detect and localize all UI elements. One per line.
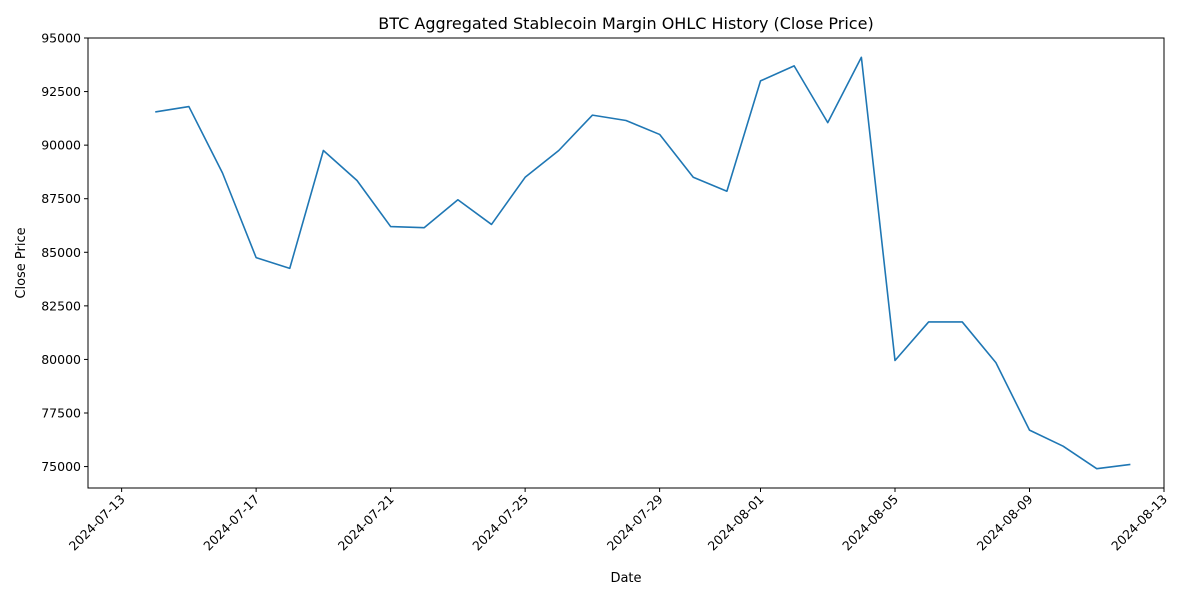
x-tick-label: 2024-07-17 xyxy=(200,492,262,554)
y-tick-label: 85000 xyxy=(41,245,81,260)
plot-area xyxy=(155,56,1131,470)
y-tick-label: 77500 xyxy=(41,406,81,421)
y-axis: 75000 77500 80000 82500 85000 87500 90000 92500… xyxy=(41,31,88,474)
x-tick-label: 2024-08-09 xyxy=(974,491,1036,553)
y-tick-label: 75000 xyxy=(41,459,81,474)
x-axis-title: Date xyxy=(610,571,641,586)
y-tick-label: 82500 xyxy=(41,298,81,313)
x-tick-label: 2024-08-05 xyxy=(839,492,901,554)
x-tick-label: 2024-07-25 xyxy=(469,492,531,554)
plot-frame xyxy=(87,37,1165,489)
x-axis: 2024-07-13 2024-07-17 2024-07-21 2024-07-25… xyxy=(66,488,1170,553)
y-tick-label: 92500 xyxy=(41,84,81,99)
x-tick-label: 2024-08-13 xyxy=(1108,492,1170,554)
x-tick-label: 2024-07-21 xyxy=(335,492,397,554)
series-line xyxy=(155,56,1131,470)
chart-title: BTC Aggregated Stablecoin Margin OHLC Hi… xyxy=(378,14,873,33)
y-tick-label: 87500 xyxy=(41,191,81,206)
x-tick-label: 2024-08-01 xyxy=(705,492,767,554)
x-tick-label: 2024-07-13 xyxy=(66,492,128,554)
x-tick-label: 2024-07-29 xyxy=(604,491,666,553)
y-tick-label: 90000 xyxy=(41,138,81,153)
y-axis-title: Close Price xyxy=(14,227,29,298)
y-tick-label: 80000 xyxy=(41,352,81,367)
y-tick-label: 95000 xyxy=(41,31,81,46)
